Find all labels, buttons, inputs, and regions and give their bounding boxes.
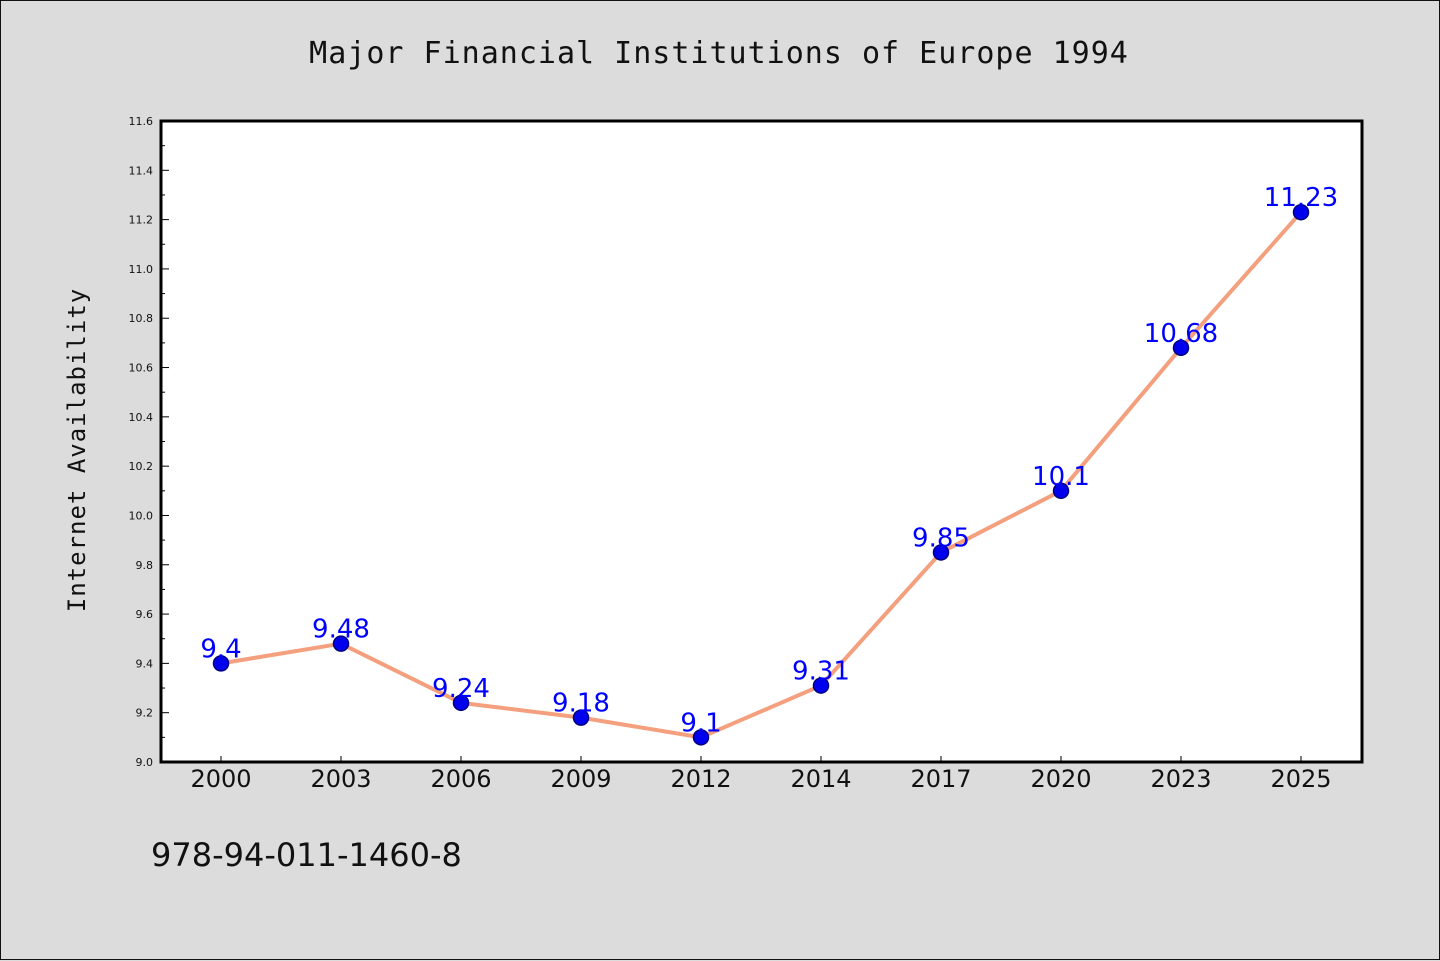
data-label: 9.48 [312, 615, 370, 645]
isbn-text: 978-94-011-1460-8 [151, 836, 462, 874]
data-label: 9.85 [912, 523, 970, 553]
x-tick-label: 2006 [430, 765, 491, 793]
y-tick-label: 10.4 [129, 411, 154, 424]
data-point [1172, 339, 1190, 357]
y-axis-label: Internet Availability [63, 288, 91, 612]
y-tick-label: 10.8 [129, 312, 154, 325]
x-tick-label: 2012 [670, 765, 731, 793]
x-tick-label: 2020 [1030, 765, 1091, 793]
data-point [212, 655, 230, 672]
data-label: 9.24 [432, 674, 490, 704]
chart-title: Major Financial Institutions of Europe 1… [309, 36, 1129, 71]
y-tick-label: 10.2 [129, 460, 154, 473]
data-label: 10.1 [1032, 462, 1090, 492]
y-tick-label: 10.6 [129, 362, 154, 375]
x-tick-label: 2014 [790, 765, 851, 793]
x-tick-label: 2000 [190, 765, 251, 793]
x-tick-label: 2023 [1150, 765, 1211, 793]
y-tick-label: 9.4 [136, 657, 154, 670]
data-point [452, 694, 470, 712]
data-label: 9.1 [680, 708, 721, 738]
data-point [1052, 482, 1070, 500]
data-label: 10.68 [1144, 319, 1218, 349]
data-point [332, 635, 350, 652]
y-tick-label: 11.0 [129, 263, 154, 276]
data-point [692, 729, 710, 746]
series-line [220, 210, 1303, 740]
data-label: 9.18 [552, 689, 610, 719]
data-point [572, 709, 590, 726]
data-point [932, 544, 950, 561]
y-tick-label: 10.0 [129, 509, 154, 522]
x-tick-label: 2009 [550, 765, 611, 793]
data-point [812, 677, 830, 694]
data-point [1292, 203, 1310, 221]
data-label: 9.31 [792, 657, 850, 687]
ticks-layer: 9.0 9.2 9.4 9.6 9.8 10.0 10.2 10.4 10.6 10.8 11.0 1… [129, 115, 1332, 793]
y-tick-label: 11.6 [129, 115, 154, 128]
y-tick-label: 9.2 [136, 707, 154, 720]
x-tick-label: 2025 [1270, 765, 1331, 793]
x-tick-label: 2017 [910, 765, 971, 793]
y-tick-label: 9.8 [136, 559, 154, 572]
y-tick-label: 9.0 [136, 756, 154, 769]
data-label: 11.23 [1264, 183, 1338, 213]
data-label: 9.4 [200, 634, 241, 664]
y-tick-label: 9.6 [136, 608, 154, 621]
y-tick-label: 11.2 [129, 214, 154, 227]
x-tick-label: 2003 [310, 765, 371, 793]
plot-frame [159, 119, 1364, 764]
series-layer: 9.4 9.48 9.24 9.18 9.1 9.31 9.85 10.1 10.68 11.23 [200, 183, 1338, 746]
plot-area [161, 121, 1362, 762]
y-tick-label: 11.4 [129, 164, 154, 177]
